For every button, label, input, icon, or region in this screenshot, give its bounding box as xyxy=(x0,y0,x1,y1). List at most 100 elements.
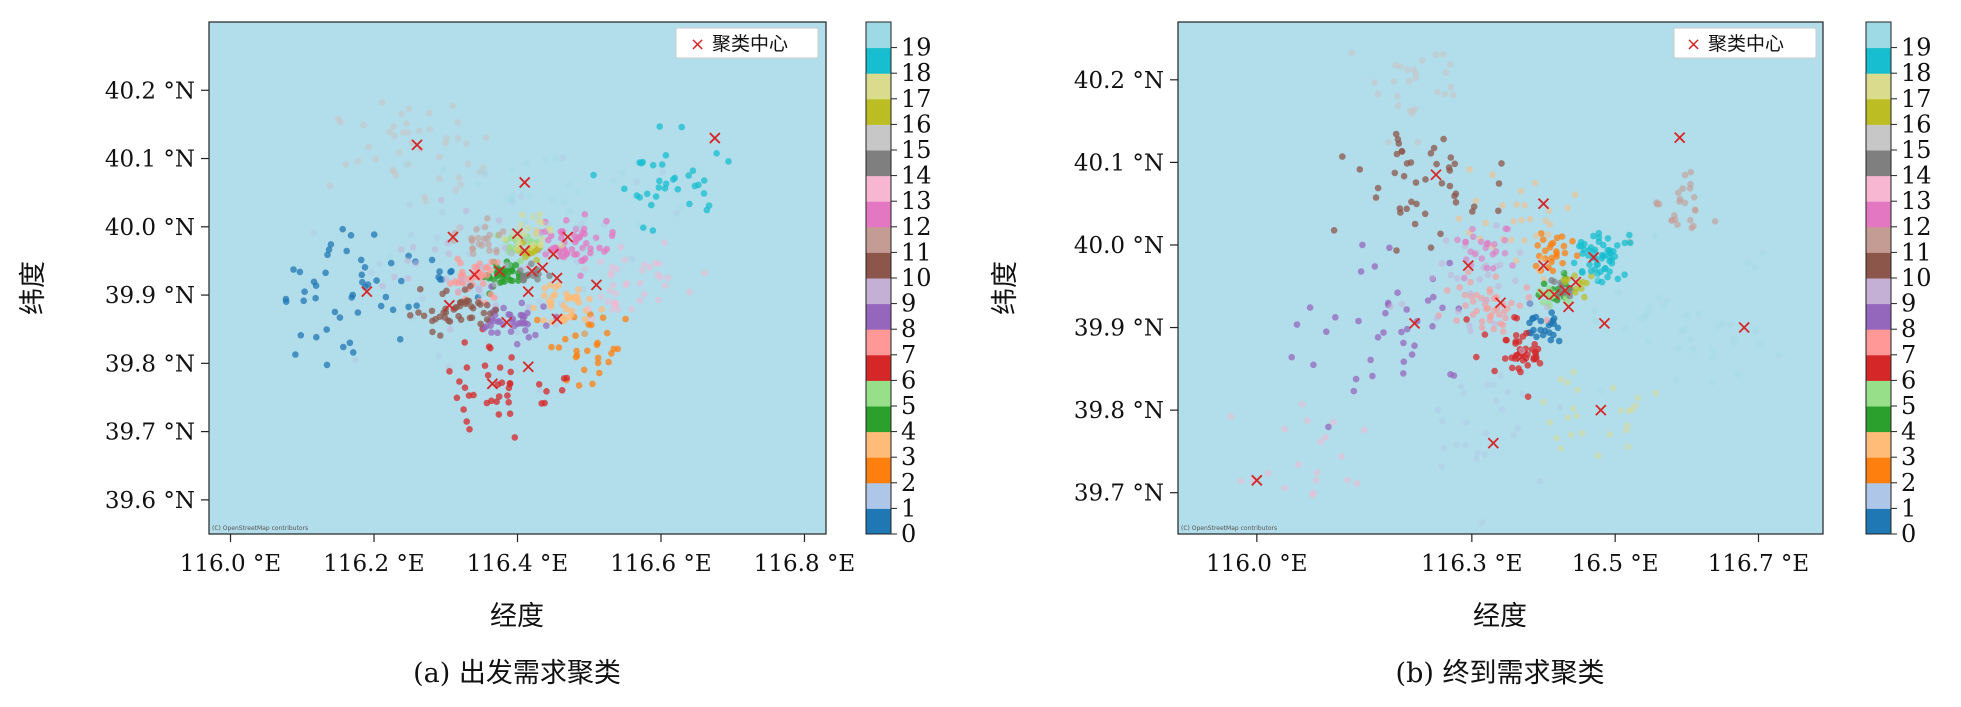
cluster-1-point xyxy=(352,356,359,364)
cluster-18-point xyxy=(1627,239,1634,247)
cluster-15-point xyxy=(454,119,461,126)
cluster-9-point xyxy=(1428,274,1436,282)
cluster-10-point xyxy=(442,309,450,316)
cluster-15-point xyxy=(457,181,464,188)
cluster-3-point xyxy=(540,317,548,324)
cluster-19-point xyxy=(509,250,516,258)
cluster-1-point xyxy=(1463,419,1470,426)
panel-a-x-axis-title: 经度 xyxy=(490,601,544,632)
cluster-10-point xyxy=(1447,154,1455,161)
cluster-center-marker xyxy=(1494,297,1507,309)
cluster-2-point xyxy=(534,316,541,324)
cluster-0-point xyxy=(387,259,395,267)
cluster-1-point xyxy=(1457,383,1465,390)
cluster-9-point xyxy=(1512,277,1519,285)
cluster-6-point xyxy=(461,339,469,346)
cluster-11-point xyxy=(484,215,491,222)
cluster-6-point xyxy=(506,410,514,418)
cluster-19-point xyxy=(1644,309,1651,317)
panel-a-legend: × 聚类中心 xyxy=(675,27,819,59)
cluster-0-point xyxy=(1555,337,1563,345)
cluster-8-point xyxy=(513,340,521,348)
cluster-4-point xyxy=(506,268,513,276)
cluster-10-point xyxy=(420,312,428,320)
cluster-6-point xyxy=(1512,332,1520,339)
cluster-7-point xyxy=(1496,311,1503,319)
cluster-3-point xyxy=(1571,191,1579,199)
cluster-17-point xyxy=(1564,379,1571,386)
cluster-13-point xyxy=(646,264,653,271)
cluster-6-point xyxy=(563,374,571,382)
cluster-6-point xyxy=(483,399,491,407)
cluster-18-point xyxy=(686,200,693,208)
cluster-18-point xyxy=(1586,246,1593,254)
cluster-8-point xyxy=(1380,329,1387,336)
cluster-6-point xyxy=(558,387,566,394)
panel-b-y-axis-title: 纬度 xyxy=(990,261,1021,315)
colorbar-swatch-9 xyxy=(1866,278,1891,305)
cluster-15-point xyxy=(436,153,443,161)
cluster-center-marker xyxy=(443,299,455,311)
cluster-18-point xyxy=(1570,259,1578,267)
cluster-8-point xyxy=(494,329,501,337)
cluster-13-point xyxy=(613,265,621,273)
cluster-11-point xyxy=(468,234,475,242)
cluster-6-point xyxy=(463,418,471,425)
cluster-7-point xyxy=(1525,294,1533,301)
cluster-1-point xyxy=(1453,441,1461,449)
cluster-9-point xyxy=(447,326,454,333)
cluster-2-point xyxy=(1539,236,1547,243)
cluster-3-point xyxy=(1499,202,1506,209)
cluster-19-point xyxy=(581,247,589,255)
cluster-19-point xyxy=(609,178,617,185)
cluster-3-point xyxy=(581,316,589,323)
cluster-0-point xyxy=(359,278,366,286)
y-tick-label: 40.2 °N xyxy=(1074,68,1164,94)
cluster-17-point xyxy=(1594,452,1602,459)
cluster-7-point xyxy=(480,280,487,288)
panel-a-y-axis-title: 纬度 xyxy=(18,261,49,315)
panel-a-centers xyxy=(361,132,721,390)
cluster-10-point xyxy=(1397,209,1404,216)
cluster-10-point xyxy=(1400,172,1408,180)
cluster-2-point xyxy=(1549,267,1557,275)
colorbar-swatch-3 xyxy=(1866,431,1891,458)
cluster-2-point xyxy=(562,335,569,343)
cluster-center-marker xyxy=(536,262,549,274)
cluster-18-point xyxy=(1626,231,1633,239)
panel-b-legend: × 聚类中心 xyxy=(1673,27,1817,59)
cluster-2-point xyxy=(1541,247,1549,255)
colorbar-label: 1 xyxy=(901,494,916,522)
colorbar-label: 11 xyxy=(901,238,932,266)
cluster-2-point xyxy=(1532,262,1540,270)
cluster-0-point xyxy=(1541,327,1549,335)
cluster-6-point xyxy=(484,372,492,379)
cluster-6-point xyxy=(1530,354,1538,362)
cluster-18-point xyxy=(1614,275,1622,283)
cluster-center-marker xyxy=(511,227,524,240)
cluster-11-point xyxy=(1687,168,1695,176)
cluster-1-point xyxy=(1556,404,1564,411)
cluster-6-point xyxy=(465,392,473,399)
colorbar-label: 15 xyxy=(1901,136,1932,164)
cluster-8-point xyxy=(518,299,526,307)
cluster-6-point xyxy=(1512,338,1519,345)
cluster-11-point xyxy=(1674,221,1681,228)
cluster-2-point xyxy=(588,321,595,329)
cluster-1-point xyxy=(1514,425,1522,432)
colorbar-swatch-4 xyxy=(866,406,891,433)
cluster-8-point xyxy=(1374,334,1382,341)
cluster-3-point xyxy=(575,299,582,306)
cluster-12-point xyxy=(1478,255,1485,262)
cluster-17-point xyxy=(1578,429,1586,437)
cluster-11-point xyxy=(481,223,489,231)
cluster-6-point xyxy=(535,381,543,388)
y-tick-label: 40.1 °N xyxy=(1074,150,1164,176)
colorbar-swatch-7 xyxy=(866,329,891,356)
cluster-0-point xyxy=(354,309,362,316)
cluster-2-point xyxy=(610,345,617,353)
cluster-17-point xyxy=(524,225,532,232)
cluster-0-point xyxy=(396,336,404,343)
cluster-10-point xyxy=(467,282,474,290)
cluster-13-point xyxy=(1312,477,1320,484)
